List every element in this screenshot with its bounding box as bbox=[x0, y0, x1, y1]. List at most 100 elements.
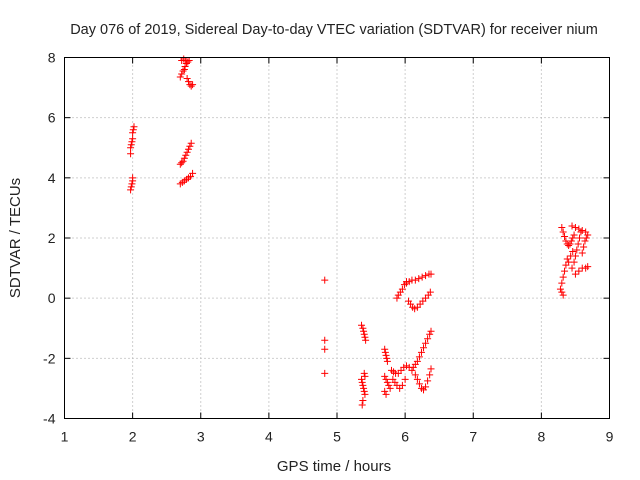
data-point bbox=[358, 401, 366, 409]
data-point bbox=[401, 375, 409, 383]
data-point bbox=[381, 348, 389, 356]
data-point bbox=[411, 371, 419, 379]
data-point bbox=[558, 279, 566, 287]
data-point bbox=[568, 222, 576, 230]
data-point bbox=[178, 70, 186, 78]
axis-ticks bbox=[64, 57, 610, 419]
data-point bbox=[422, 339, 430, 347]
y-tick-label: 2 bbox=[48, 230, 56, 246]
data-point bbox=[561, 232, 569, 240]
x-axis-label: GPS time / hours bbox=[277, 458, 391, 475]
x-tick-label: 3 bbox=[197, 429, 205, 445]
x-tick-labels: 1 2 3 4 5 6 7 8 9 bbox=[61, 429, 614, 445]
grid-lines bbox=[64, 57, 610, 419]
y-tick-labels: -4 -2 0 2 4 6 8 bbox=[43, 50, 56, 427]
data-point bbox=[411, 276, 419, 284]
x-tick-label: 7 bbox=[469, 429, 477, 445]
data-point bbox=[559, 273, 567, 281]
data-point bbox=[127, 183, 135, 191]
data-point bbox=[420, 344, 428, 352]
data-point bbox=[398, 381, 406, 389]
y-axis-label: SDTVAR / TECUs bbox=[7, 178, 24, 298]
data-point bbox=[383, 357, 391, 365]
data-point bbox=[187, 139, 195, 147]
data-point bbox=[567, 237, 575, 245]
data-point bbox=[182, 151, 190, 159]
data-point bbox=[415, 353, 423, 361]
x-tick-label: 6 bbox=[401, 429, 409, 445]
data-point bbox=[559, 228, 567, 236]
x-tick-label: 1 bbox=[61, 429, 69, 445]
data-point bbox=[381, 372, 389, 380]
data-point bbox=[359, 324, 367, 332]
data-point bbox=[358, 375, 366, 383]
data-point bbox=[576, 234, 584, 242]
y-tick-label: 4 bbox=[48, 170, 56, 186]
data-point bbox=[361, 372, 369, 380]
data-point bbox=[556, 285, 564, 293]
data-point bbox=[571, 223, 579, 231]
data-point bbox=[360, 384, 368, 392]
data-point bbox=[427, 270, 435, 278]
x-tick-label: 8 bbox=[537, 429, 545, 445]
data-point bbox=[129, 129, 137, 137]
data-point bbox=[417, 348, 425, 356]
data-point bbox=[361, 390, 369, 398]
data-point bbox=[422, 272, 430, 280]
data-point bbox=[566, 240, 574, 248]
data-point bbox=[360, 369, 368, 377]
data-point bbox=[362, 336, 370, 344]
data-point bbox=[358, 378, 366, 386]
data-point bbox=[565, 258, 573, 266]
data-point bbox=[584, 263, 592, 271]
data-point bbox=[561, 267, 569, 275]
data-point bbox=[398, 285, 406, 293]
data-point bbox=[415, 380, 423, 388]
data-point bbox=[565, 242, 573, 250]
data-point bbox=[424, 377, 432, 385]
data-point bbox=[128, 180, 136, 188]
data-point bbox=[128, 138, 136, 146]
data-point bbox=[187, 82, 195, 90]
data-point bbox=[321, 336, 329, 344]
y-tick-label: 0 bbox=[48, 290, 56, 306]
data-point bbox=[386, 384, 394, 392]
data-point bbox=[359, 396, 367, 404]
x-tick-label: 4 bbox=[265, 429, 273, 445]
data-point bbox=[571, 270, 579, 278]
data-point bbox=[393, 294, 401, 302]
data-point bbox=[382, 375, 390, 383]
data-point bbox=[424, 335, 432, 343]
data-point bbox=[573, 246, 581, 254]
data-point bbox=[360, 327, 368, 335]
data-point bbox=[385, 381, 393, 389]
x-tick-label: 9 bbox=[606, 429, 614, 445]
y-tick-label: -4 bbox=[43, 411, 56, 427]
data-point bbox=[183, 75, 191, 83]
data-point bbox=[359, 381, 367, 389]
data-point bbox=[321, 369, 329, 377]
data-point bbox=[408, 366, 416, 374]
data-point bbox=[381, 345, 389, 353]
data-point bbox=[568, 264, 576, 272]
data-point bbox=[581, 237, 589, 245]
data-point bbox=[129, 126, 137, 134]
data-point bbox=[176, 73, 184, 81]
data-point bbox=[415, 275, 423, 283]
data-point bbox=[179, 67, 187, 75]
data-point bbox=[382, 390, 390, 398]
data-point bbox=[129, 174, 137, 182]
data-point bbox=[382, 351, 390, 359]
data-point bbox=[426, 371, 434, 379]
data-point bbox=[179, 157, 187, 165]
data-point bbox=[383, 354, 391, 362]
x-tick-label: 5 bbox=[333, 429, 341, 445]
data-point bbox=[570, 231, 578, 239]
y-tick-label: 6 bbox=[48, 110, 56, 126]
data-point bbox=[178, 159, 186, 167]
data-point bbox=[577, 228, 585, 236]
x-tick-label: 2 bbox=[129, 429, 137, 445]
data-point bbox=[558, 288, 566, 296]
data-point bbox=[563, 255, 571, 263]
data-point bbox=[426, 330, 434, 338]
